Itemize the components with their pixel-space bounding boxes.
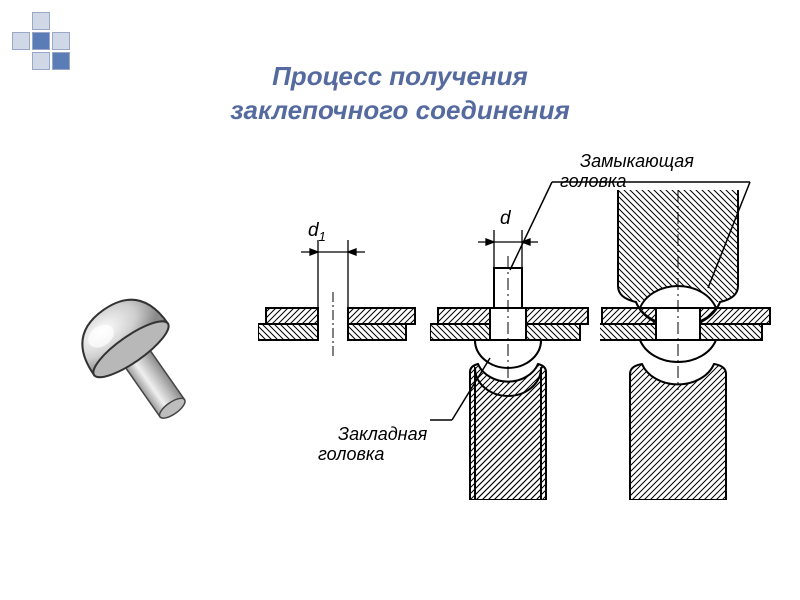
dimension-d1-label: d1 [308,220,326,245]
diagram-area: d1 [0,190,800,570]
title-line-2: заклепочного соединения [0,94,800,128]
page-title: Процесс получения заклепочного соединени… [0,60,800,128]
d1-letter: d [308,220,319,241]
set-head-label: Закладная головка [318,403,427,486]
d1-subscript: 1 [319,229,326,244]
stage-1-plates [258,230,423,400]
rivet-3d-illustration [50,270,220,440]
title-line-1: Процесс получения [0,60,800,94]
set-head-text: Закладная головка [318,424,427,465]
closing-head-text: Замыкающая головка [560,151,694,192]
closing-head-label: Замыкающая головка [560,130,694,213]
